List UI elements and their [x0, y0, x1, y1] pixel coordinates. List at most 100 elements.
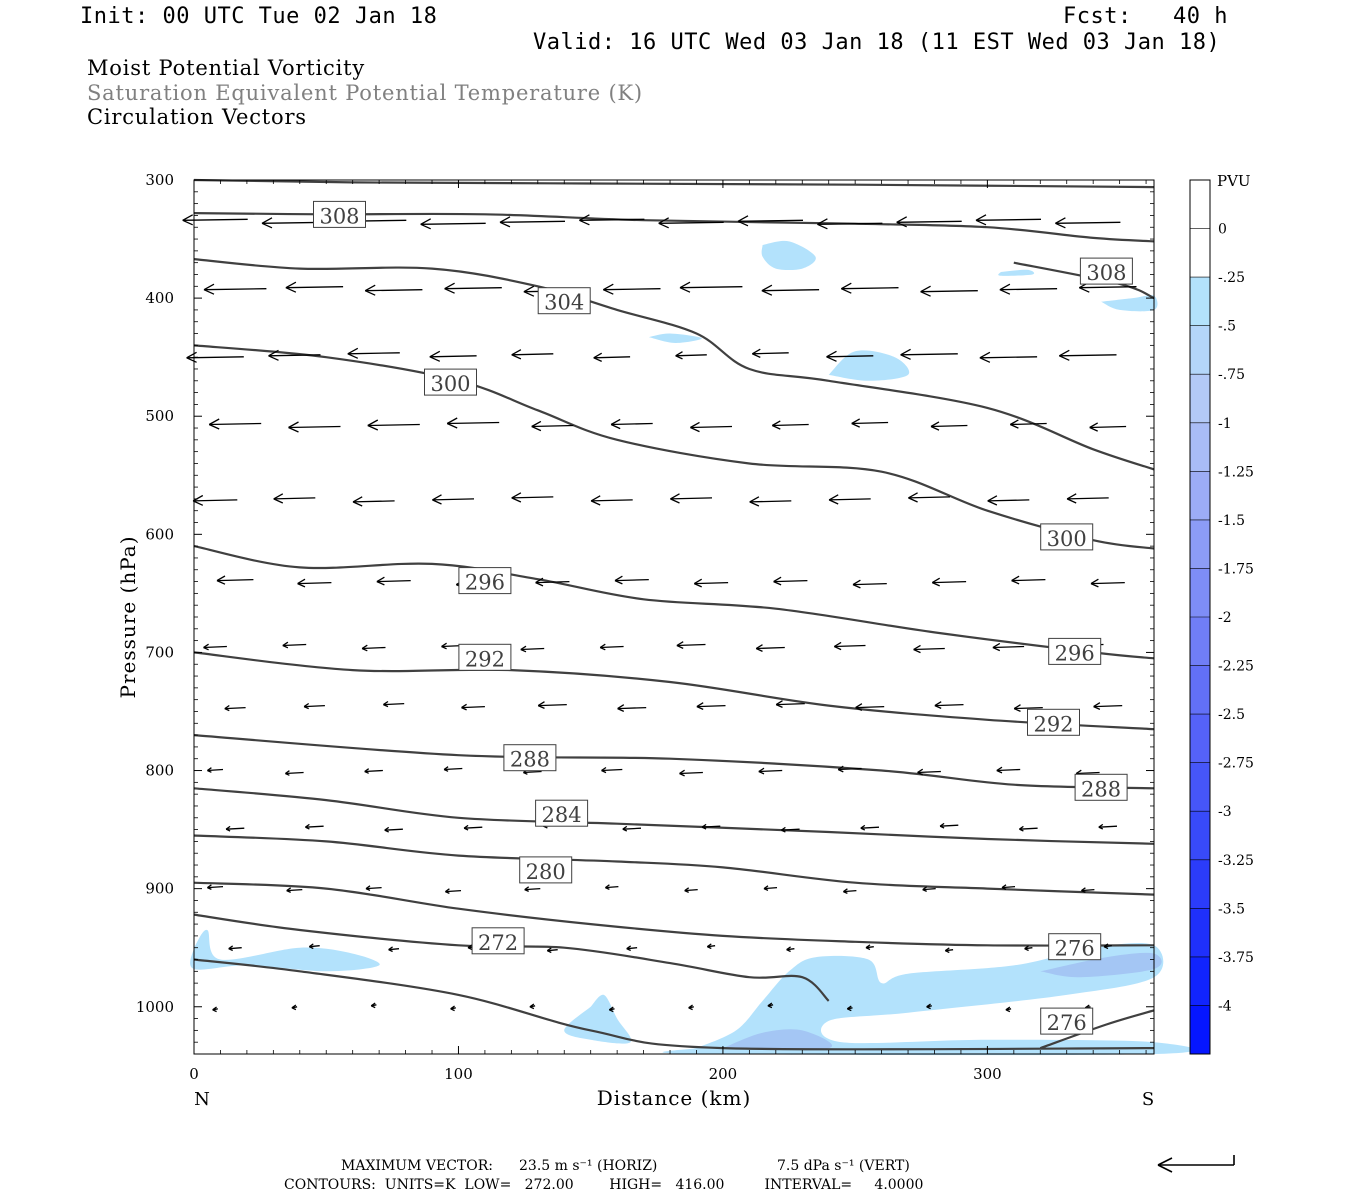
colorbar-swatch	[1190, 180, 1210, 230]
colorbar-swatch	[1190, 859, 1210, 909]
colorbar-tick-label: -2.75	[1218, 756, 1254, 772]
circulation-vector	[445, 889, 462, 893]
circulation-vector	[511, 496, 554, 499]
circulation-vector	[626, 947, 638, 950]
y-tick-label: 400	[145, 289, 174, 307]
contour-label: 308	[319, 204, 359, 228]
vector-arrowhead	[1013, 704, 1021, 712]
vector-arrowhead	[367, 419, 379, 431]
colorbar-swatch	[1190, 617, 1210, 667]
theta-contour	[193, 178, 1155, 189]
contour-label-box	[458, 567, 512, 595]
vector-arrowhead	[273, 493, 284, 504]
circulation-vector	[826, 355, 874, 358]
vector-arrowhead	[781, 826, 786, 833]
vector-arrowhead	[693, 578, 703, 588]
vector-arrowhead	[614, 575, 623, 585]
vector-arrowhead	[860, 824, 866, 831]
contour-label: 296	[1055, 641, 1095, 665]
contour-label-box	[535, 799, 589, 827]
vector-arrowhead	[420, 218, 432, 230]
vector-arrowhead	[1001, 884, 1007, 890]
vector-arrowhead	[676, 641, 684, 649]
vector-arrowhead	[917, 768, 924, 776]
vector-arrowhead	[432, 494, 442, 505]
max-vector-horiz: 23.5 m s⁻¹ (HORIZ)	[519, 1158, 658, 1174]
vector-arrowhead	[364, 284, 376, 296]
circulation-vector	[1081, 888, 1095, 892]
colorbar-swatch	[1190, 714, 1210, 764]
circulation-vector	[773, 579, 808, 583]
theta-contour	[193, 651, 1155, 731]
circulation-vector	[975, 218, 1042, 221]
vector-arrowhead	[837, 765, 844, 773]
vector-arrowhead	[690, 421, 700, 433]
contour-label-box	[1040, 1007, 1094, 1035]
init-time: Init: 00 UTC Tue 02 Jan 18	[80, 4, 438, 29]
max-vector-vert: 7.5 dPa s⁻¹ (VERT)	[777, 1158, 910, 1174]
colorbar-tick-label: -2	[1218, 610, 1232, 626]
colorbar-swatch	[1190, 1005, 1210, 1055]
y-tick-label: 1000	[136, 998, 174, 1016]
contour-label-box	[424, 368, 477, 396]
mpv-region	[761, 240, 816, 271]
vector-arrowhead	[626, 945, 632, 952]
title-line-3: Circulation Vectors	[87, 105, 307, 129]
circulation-vector	[601, 768, 623, 772]
contour-label-box	[519, 856, 573, 884]
circulation-vector	[538, 703, 567, 707]
circulation-vector	[304, 704, 325, 708]
plot-frame	[193, 179, 1155, 1055]
contour-label-box	[1027, 708, 1080, 736]
circulation-vector	[444, 287, 502, 290]
circulation-vector	[913, 647, 945, 651]
circulation-vector	[579, 218, 645, 221]
vector-arrowhead	[524, 886, 530, 892]
vector-arrowhead	[601, 766, 607, 774]
circulation-vector	[851, 421, 889, 425]
contour-label-box	[1079, 257, 1133, 285]
mpv-region	[1101, 295, 1158, 312]
vector-arrowhead	[701, 823, 707, 830]
vector-arrowhead	[286, 887, 292, 893]
y-tick-label: 600	[145, 525, 174, 543]
vector-arrowhead	[511, 349, 522, 360]
contour-label: 304	[544, 291, 584, 315]
contour-label-box	[471, 927, 525, 955]
vector-arrowhead	[622, 825, 628, 832]
reference-vector-icon	[1157, 1155, 1235, 1173]
theta-contour	[193, 881, 1155, 947]
colorbar-tick-label: -1.5	[1218, 513, 1245, 529]
vector-arrowhead	[900, 348, 911, 360]
circulation-vector	[384, 828, 403, 831]
contour-label: 276	[1047, 1011, 1087, 1035]
theta-contour	[193, 958, 1155, 1051]
vector-arrowhead	[225, 825, 231, 832]
circulation-vector	[1010, 422, 1047, 426]
circulation-vector	[216, 578, 254, 582]
circulation-vector	[920, 290, 978, 293]
vector-arrowhead	[1098, 823, 1104, 830]
colorbar: 0 -.25 -.5 -.75 -1 -1.25 -1.5 -1.75 -2 -2.25 -2.5 -…	[1189, 179, 1254, 1055]
contour-label: 292	[1033, 712, 1073, 736]
colorbar-tick-label: -.5	[1218, 319, 1236, 335]
colorbar-tick-label: -2.5	[1218, 707, 1245, 723]
circulation-vector	[511, 353, 554, 356]
vector-arrowhead	[996, 766, 1003, 774]
colorbar-swatch	[1190, 374, 1210, 424]
contour-label: 288	[510, 748, 550, 772]
circulation-vector	[763, 886, 778, 890]
circulation-vector	[1055, 221, 1121, 224]
vector-arrowhead	[383, 700, 389, 708]
circulation-vector	[1067, 497, 1109, 500]
circulation-vector	[547, 949, 558, 952]
vector-arrowhead	[520, 645, 527, 653]
vector-arrowhead	[755, 644, 763, 652]
theta-contour	[193, 258, 1155, 471]
vector-arrowhead	[751, 348, 761, 358]
vector-arrowhead	[786, 946, 791, 953]
circulation-vector	[756, 646, 785, 650]
vector-arrowhead	[203, 283, 215, 295]
vector-arrowhead	[840, 282, 852, 294]
